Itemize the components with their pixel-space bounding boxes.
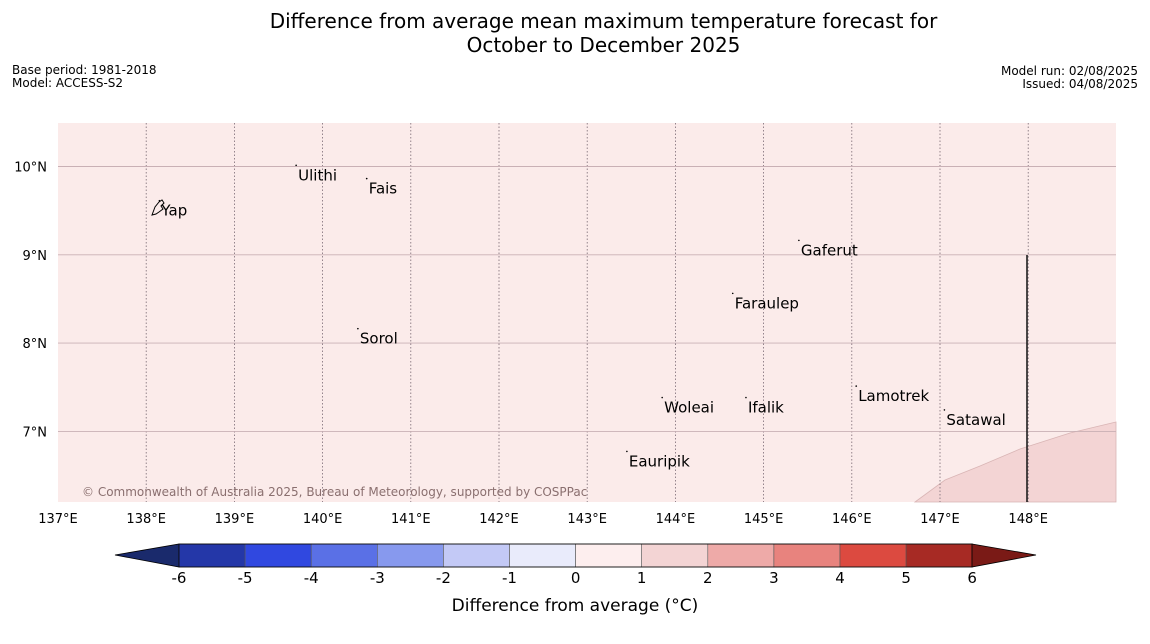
colorbar-tick-label: 4	[835, 569, 845, 587]
colorbar-tick-label: -3	[370, 569, 385, 587]
model-name: Model: ACCESS-S2	[12, 76, 124, 90]
lat-tick-label: 10°N	[14, 161, 47, 176]
model-run: Model run: 02/08/2025	[1000, 64, 1138, 78]
island-marker	[295, 164, 297, 167]
island-marker	[745, 396, 747, 399]
place-label-fais: Fais	[369, 180, 398, 198]
colorbar-cell	[641, 543, 709, 568]
lon-tick-label: 137°E	[38, 512, 78, 527]
place-label-ifalik: Ifalik	[748, 399, 784, 417]
colorbar-cell	[839, 543, 907, 568]
island-marker	[855, 385, 858, 387]
base-period: Base period: 1981-2018	[12, 63, 157, 77]
lon-tick-label: 146°E	[832, 512, 872, 527]
colorbar-tick-label: -2	[436, 569, 451, 587]
colorbar-cell	[905, 543, 973, 568]
island-marker	[365, 177, 368, 180]
title-line-1: Difference from average mean maximum tem…	[269, 9, 938, 33]
colorbar-cell	[244, 543, 312, 568]
colorbar-low-extend	[114, 543, 180, 568]
lon-tick-label: 141°E	[391, 512, 431, 527]
colorbar-tick-label: 5	[901, 569, 911, 587]
lat-tick-label: 8°N	[23, 337, 48, 352]
lon-tick-label: 145°E	[744, 512, 784, 527]
lat-tick-label: 9°N	[23, 249, 48, 264]
warm-anomaly-region	[913, 421, 1117, 503]
title-line-2: October to December 2025	[466, 33, 741, 57]
lon-tick-label: 147°E	[920, 512, 960, 527]
colorbar-cell	[443, 543, 510, 568]
lon-tick-label: 139°E	[215, 512, 255, 527]
colorbar-label: Difference from average (°C)	[451, 596, 699, 616]
colorbar-tick-label: -4	[304, 569, 319, 587]
lon-tick-label: 138°E	[126, 512, 166, 527]
lon-tick-label: 148°E	[1008, 512, 1048, 527]
island-marker	[626, 450, 628, 453]
colorbar-cell	[773, 543, 841, 568]
colorbar-cells	[178, 543, 973, 568]
place-label-woleai: Woleai	[664, 399, 714, 417]
place-label-lamotrek: Lamotrek	[858, 387, 929, 405]
colorbar-tick-label: 1	[637, 569, 647, 587]
island-marker	[798, 239, 800, 242]
model-info: Base period: 1981-2018 Model: ACCESS-S2	[12, 64, 157, 90]
colorbar-tick-label: 2	[703, 569, 713, 587]
colorbar-cell	[178, 543, 246, 568]
island-marker	[731, 292, 734, 295]
latitude-labels: 10°N 9°N 8°N 7°N	[14, 161, 47, 441]
place-label-faraulep: Faraulep	[735, 294, 799, 312]
copyright-notice: © Commonwealth of Australia 2025, Bureau…	[82, 485, 588, 499]
lat-tick-label: 7°N	[23, 425, 48, 440]
yap-island-outline	[151, 199, 165, 216]
colorbar-cell	[707, 543, 775, 568]
colorbar-high-extend	[971, 543, 1037, 568]
place-labels: Yap Ulithi Fais Gaferut Faraulep Sorol Lamotre…	[158, 164, 1006, 470]
colorbar-tick-label: -6	[172, 569, 187, 587]
island-marker	[661, 396, 663, 399]
lon-tick-label: 142°E	[479, 512, 519, 527]
colorbar: -6 -5 -4 -3 -2 -1 0 1 2 3 4 5 6	[114, 543, 1037, 587]
colorbar-cell	[509, 543, 576, 568]
run-info: Model run: 02/08/2025 Issued: 04/08/2025	[1001, 65, 1138, 91]
lon-tick-label: 143°E	[567, 512, 607, 527]
colorbar-cell	[310, 543, 378, 568]
place-label-sorol: Sorol	[360, 330, 398, 348]
colorbar-tick-label: 0	[571, 569, 581, 587]
colorbar-tick-label: 6	[967, 569, 977, 587]
island-marker	[158, 199, 161, 202]
place-label-gaferut: Gaferut	[801, 241, 858, 259]
island-marker	[943, 409, 946, 411]
lon-tick-label: 140°E	[303, 512, 343, 527]
longitude-labels: 137°E 138°E 139°E 140°E 141°E 142°E 143°E 144°E…	[38, 512, 1048, 527]
place-label-ulithi: Ulithi	[298, 166, 337, 184]
place-label-yap: Yap	[160, 202, 187, 220]
colorbar-cell	[575, 543, 642, 568]
colorbar-tick-label: -5	[238, 569, 253, 587]
chart-title: Difference from average mean maximum tem…	[0, 9, 1150, 57]
place-label-satawal: Satawal	[946, 411, 1005, 429]
issued-date: Issued: 04/08/2025	[1022, 77, 1138, 91]
gridlines	[58, 123, 1116, 502]
island-marker	[357, 327, 359, 330]
colorbar-tick-label: 3	[769, 569, 779, 587]
colorbar-ticks: -6 -5 -4 -3 -2 -1 0 1 2 3 4 5 6	[172, 569, 977, 587]
place-label-eauripik: Eauripik	[629, 452, 690, 470]
lon-tick-label: 144°E	[656, 512, 696, 527]
colorbar-cell	[376, 543, 444, 568]
colorbar-tick-label: -1	[502, 569, 517, 587]
